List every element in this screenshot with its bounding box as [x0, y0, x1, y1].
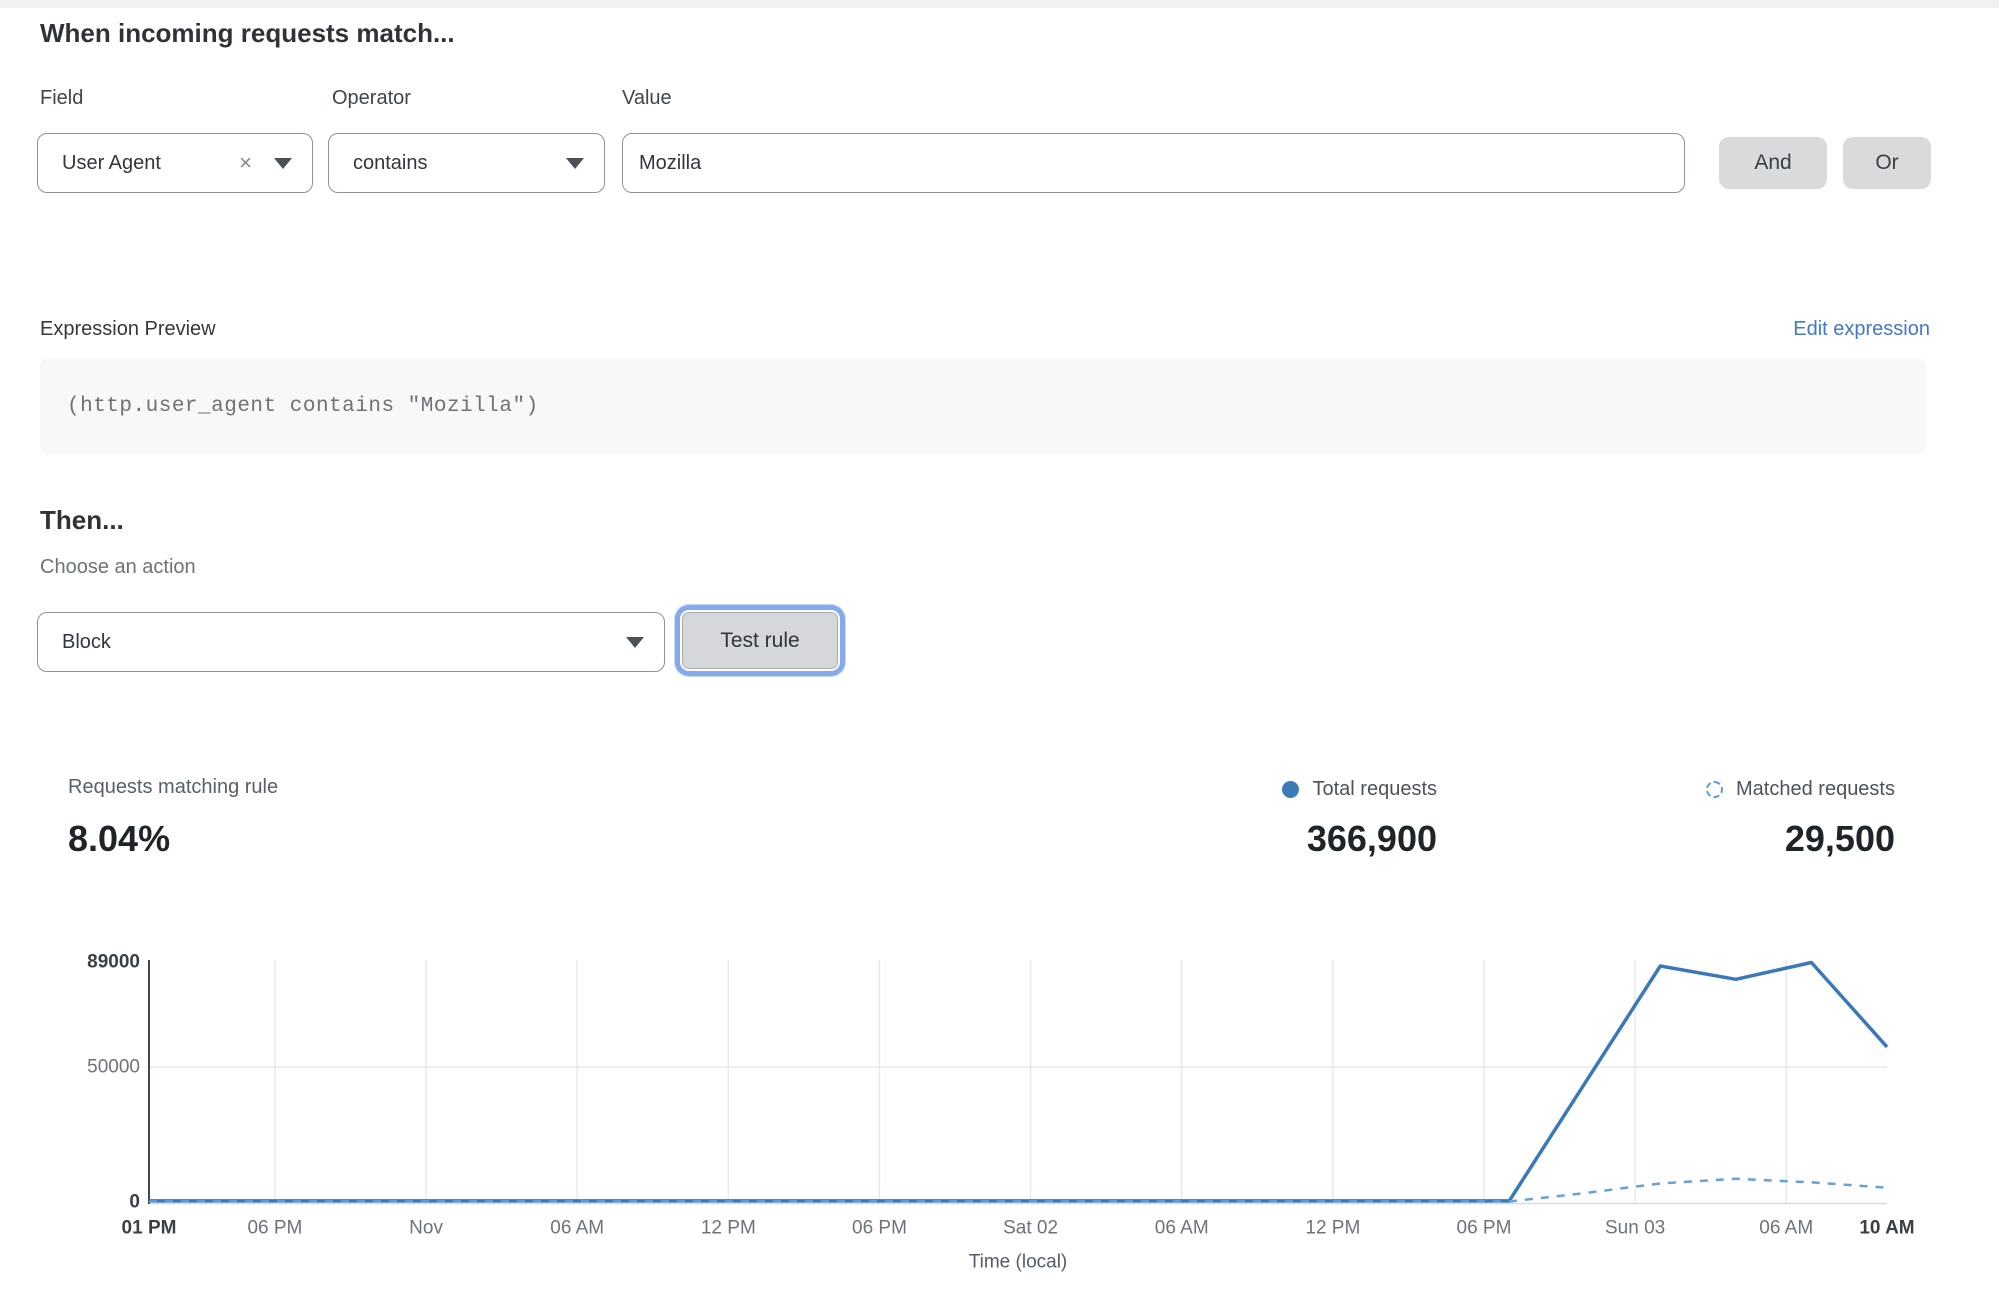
- top-divider: [0, 0, 1999, 8]
- svg-text:06 PM: 06 PM: [247, 1218, 302, 1239]
- operator-label: Operator: [332, 87, 411, 109]
- svg-text:12 PM: 12 PM: [701, 1218, 756, 1239]
- section-heading-then: Then...: [40, 505, 124, 535]
- svg-text:06 PM: 06 PM: [1457, 1218, 1512, 1239]
- expression-preview-label: Expression Preview: [40, 318, 216, 340]
- legend-total-label: Total requests: [1312, 778, 1437, 800]
- expression-code: (http.user_agent contains "Mozilla"): [67, 394, 539, 418]
- matched-requests-value: 29,500: [1784, 818, 1895, 859]
- legend-matched-label: Matched requests: [1736, 778, 1895, 800]
- svg-text:06 AM: 06 AM: [1155, 1218, 1209, 1239]
- field-select-value: User Agent: [62, 151, 161, 174]
- value-input[interactable]: [622, 133, 1685, 193]
- and-button[interactable]: And: [1719, 137, 1827, 189]
- operator-select-value: contains: [353, 151, 428, 174]
- svg-text:06 AM: 06 AM: [550, 1218, 604, 1239]
- svg-text:Sat 02: Sat 02: [1003, 1218, 1058, 1239]
- svg-text:50000: 50000: [87, 1057, 140, 1078]
- test-rule-button[interactable]: Test rule: [682, 612, 838, 669]
- svg-text:89000: 89000: [87, 952, 140, 973]
- svg-text:12 PM: 12 PM: [1305, 1218, 1360, 1239]
- requests-matching-value: 8.04%: [68, 818, 171, 859]
- value-label: Value: [622, 87, 672, 109]
- section-heading-match: When incoming requests match...: [40, 18, 455, 48]
- total-requests-value: 366,900: [1306, 818, 1437, 859]
- action-select[interactable]: Block: [37, 612, 665, 672]
- svg-text:0: 0: [129, 1192, 140, 1213]
- legend-matched-requests: Matched requests: [1706, 778, 1895, 801]
- requests-matching-label: Requests matching rule: [68, 776, 279, 798]
- svg-text:10 AM: 10 AM: [1859, 1218, 1914, 1239]
- chevron-down-icon: [566, 157, 584, 169]
- field-label: Field: [40, 87, 84, 109]
- operator-select[interactable]: contains: [328, 133, 605, 193]
- legend-total-requests: Total requests: [1282, 778, 1437, 801]
- clear-field-icon[interactable]: ×: [239, 150, 252, 175]
- chevron-down-icon: [274, 157, 292, 169]
- expression-preview: (http.user_agent contains "Mozilla"): [40, 358, 1926, 454]
- svg-text:06 AM: 06 AM: [1759, 1218, 1813, 1239]
- svg-text:06 PM: 06 PM: [852, 1218, 907, 1239]
- action-select-value: Block: [62, 630, 111, 653]
- chevron-down-icon: [626, 636, 644, 648]
- svg-text:01 PM: 01 PM: [122, 1218, 177, 1239]
- choose-action-label: Choose an action: [40, 556, 196, 578]
- field-select[interactable]: User Agent ×: [37, 133, 313, 193]
- svg-text:Sun 03: Sun 03: [1605, 1218, 1665, 1239]
- svg-text:Nov: Nov: [409, 1218, 443, 1239]
- edit-expression-link[interactable]: Edit expression: [1793, 318, 1930, 340]
- solid-dot-icon: [1282, 781, 1300, 798]
- requests-chart: 0 50000 89000 01 PM 06 PM Nov 06 AM 12 PM 06 PM S…: [87, 952, 1914, 1273]
- svg-text:Time (local): Time (local): [969, 1252, 1068, 1273]
- or-button[interactable]: Or: [1843, 137, 1931, 189]
- dashed-circle-icon: [1706, 781, 1724, 798]
